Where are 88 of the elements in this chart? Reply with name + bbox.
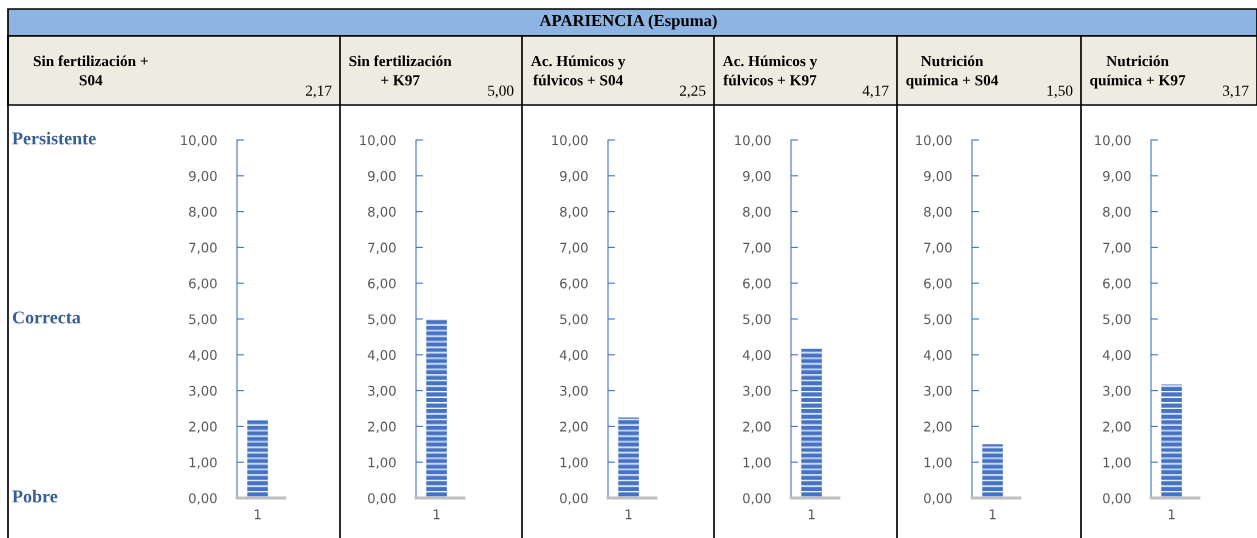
chart-title: Nutrición química + S04 <box>906 55 999 89</box>
y-tick-label: 2,00 <box>1103 421 1131 433</box>
y-tick-label: 1,00 <box>189 457 217 469</box>
y-tick-label: 6,00 <box>189 278 217 290</box>
y-tick-label: 8,00 <box>743 206 771 219</box>
text: Correcta <box>12 311 81 324</box>
text: 2,17 <box>305 85 332 99</box>
y-tick-label: 9,00 <box>560 171 588 183</box>
y-tick-label: 2,00 <box>368 421 396 433</box>
y-tick-label: 10,00 <box>735 135 771 147</box>
x-tick-label: 1 <box>625 509 632 520</box>
y-tick-label: 5,00 <box>1103 314 1131 326</box>
text: Persistente <box>12 131 96 145</box>
text: 1,50 <box>1047 85 1073 99</box>
y-tick-label: 0,00 <box>743 493 771 505</box>
y-tick-label: 3,00 <box>189 385 217 398</box>
text: 4,17 <box>862 85 889 99</box>
text: Sin fertilización + S04 <box>33 55 148 86</box>
y-tick-label: 5,00 <box>924 314 952 326</box>
y-tick-label: 4,00 <box>742 350 771 362</box>
y-tick-label: 4,00 <box>559 350 588 362</box>
y-tick-label: 6,00 <box>924 278 952 290</box>
chart-title: Sin fertilización + K97 <box>349 55 452 86</box>
y-tick-label: 4,00 <box>923 350 952 362</box>
chart-title: Nutrición química + K97 <box>1090 55 1186 89</box>
y-tick-label: 2,00 <box>924 421 952 433</box>
x-tick-label: 1 <box>1168 509 1175 520</box>
y-tick-label: 10,00 <box>181 135 217 147</box>
y-tick-label: 1,00 <box>560 457 588 469</box>
y-tick-label: 3,00 <box>743 385 771 398</box>
y-tick-label: 1,00 <box>924 457 952 469</box>
x-tick-label: 1 <box>989 509 996 520</box>
y-tick-label: 8,00 <box>1103 206 1131 219</box>
y-tick-label: 5,00 <box>189 314 217 326</box>
text: Pobre <box>12 489 58 503</box>
y-tick-label: 3,00 <box>924 385 952 398</box>
y-tick-label: 3,00 <box>368 385 396 398</box>
y-tick-label: 0,00 <box>1103 493 1131 505</box>
x-tick-label: 1 <box>254 509 261 520</box>
y-tick-label: 6,00 <box>368 278 396 290</box>
y-tick-label: 4,00 <box>1102 350 1131 362</box>
y-tick-label: 10,00 <box>552 135 588 147</box>
y-tick-label: 4,00 <box>367 350 396 362</box>
chart-title: Ac. Húmicos y fúlvicos + S04 <box>530 55 626 86</box>
y-tick-label: 7,00 <box>924 242 952 254</box>
y-tick-label: 2,00 <box>189 421 217 433</box>
y-tick-label: 7,00 <box>368 242 396 254</box>
y-tick-label: 3,00 <box>1103 385 1131 398</box>
y-tick-label: 10,00 <box>1095 135 1131 147</box>
y-tick-label: 9,00 <box>743 171 771 183</box>
y-tick-label: 8,00 <box>189 206 217 219</box>
y-tick-label: 7,00 <box>189 242 217 254</box>
y-tick-label: 9,00 <box>1103 171 1131 183</box>
y-tick-label: 2,00 <box>560 421 588 433</box>
y-tick-label: 0,00 <box>368 493 396 505</box>
text: 2,25 <box>679 85 706 99</box>
y-tick-label: 8,00 <box>924 206 952 219</box>
y-tick-label: 8,00 <box>368 206 396 219</box>
y-tick-label: 0,00 <box>189 493 217 505</box>
y-tick-label: 5,00 <box>743 314 771 326</box>
chart-title: Ac. Húmicos y fúlvicos + K97 <box>722 55 818 86</box>
y-tick-label: 9,00 <box>368 171 396 183</box>
y-tick-label: 7,00 <box>560 242 588 254</box>
y-tick-label: 5,00 <box>368 314 396 326</box>
y-tick-label: 1,00 <box>743 457 771 469</box>
y-tick-label: 5,00 <box>560 314 588 326</box>
y-tick-label: 10,00 <box>916 135 952 147</box>
y-tick-label: 7,00 <box>743 242 771 254</box>
y-tick-label: 2,00 <box>743 421 771 433</box>
y-tick-label: 1,00 <box>368 457 396 469</box>
x-tick-label: 1 <box>433 509 440 520</box>
y-tick-label: 6,00 <box>560 278 588 290</box>
text: APARIENCIA (Espuma) <box>539 14 717 30</box>
x-tick-label: 1 <box>808 509 815 520</box>
y-tick-label: 4,00 <box>188 350 217 362</box>
y-tick-label: 0,00 <box>560 493 588 505</box>
y-tick-label: 8,00 <box>560 206 588 219</box>
text: 3,17 <box>1222 85 1249 99</box>
y-tick-label: 7,00 <box>1103 242 1131 254</box>
y-tick-label: 0,00 <box>924 493 952 505</box>
y-tick-label: 9,00 <box>189 171 217 183</box>
y-tick-label: 9,00 <box>924 171 952 183</box>
y-tick-label: 3,00 <box>560 385 588 398</box>
text: 5,00 <box>488 85 514 99</box>
y-tick-label: 6,00 <box>1103 278 1131 290</box>
y-tick-label: 10,00 <box>360 135 396 147</box>
y-tick-label: 1,00 <box>1103 457 1131 469</box>
y-tick-label: 6,00 <box>743 278 771 290</box>
